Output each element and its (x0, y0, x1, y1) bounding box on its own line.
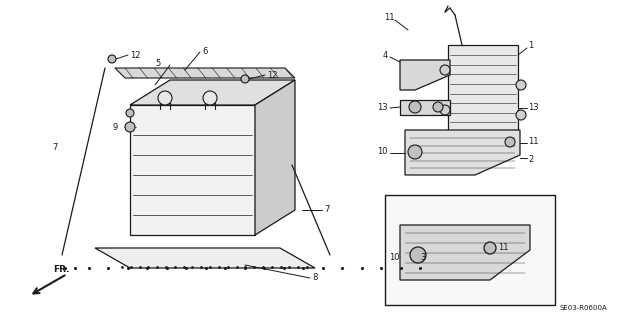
Text: 6: 6 (202, 48, 207, 56)
Bar (385, 195, 555, 305)
Text: 13: 13 (378, 103, 388, 113)
Polygon shape (448, 45, 518, 140)
Text: 12: 12 (130, 50, 141, 60)
Circle shape (433, 102, 443, 112)
Text: 2: 2 (528, 155, 533, 165)
Text: 8: 8 (312, 273, 317, 283)
Text: 5: 5 (155, 58, 160, 68)
Polygon shape (400, 60, 450, 90)
Polygon shape (130, 80, 295, 105)
Polygon shape (400, 225, 530, 280)
Polygon shape (400, 100, 450, 115)
Text: 3: 3 (420, 254, 426, 263)
Circle shape (125, 122, 135, 132)
Text: 7: 7 (52, 144, 58, 152)
Circle shape (126, 109, 134, 117)
Circle shape (158, 91, 172, 105)
Text: 7: 7 (324, 205, 330, 214)
Text: 11: 11 (385, 13, 395, 23)
Text: 12: 12 (267, 70, 278, 79)
Circle shape (408, 145, 422, 159)
Circle shape (241, 75, 249, 83)
Circle shape (203, 91, 217, 105)
Circle shape (440, 105, 450, 115)
Circle shape (108, 55, 116, 63)
Text: 9: 9 (113, 123, 118, 132)
Circle shape (484, 242, 496, 254)
Polygon shape (95, 248, 315, 268)
Text: 11: 11 (528, 137, 538, 146)
Circle shape (409, 101, 421, 113)
Polygon shape (115, 68, 295, 78)
Text: 11: 11 (498, 243, 509, 253)
Circle shape (516, 80, 526, 90)
Text: 13: 13 (528, 103, 539, 113)
Polygon shape (130, 105, 255, 235)
Circle shape (505, 137, 515, 147)
Polygon shape (405, 130, 520, 175)
Circle shape (440, 65, 450, 75)
Text: 10: 10 (390, 254, 400, 263)
Text: 4: 4 (383, 50, 388, 60)
Text: 10: 10 (378, 147, 388, 157)
Text: SE03-R0600A: SE03-R0600A (560, 305, 608, 311)
Polygon shape (255, 80, 295, 235)
Circle shape (410, 247, 426, 263)
Text: FR.: FR. (53, 265, 70, 275)
Text: 1: 1 (528, 41, 533, 49)
Circle shape (516, 110, 526, 120)
